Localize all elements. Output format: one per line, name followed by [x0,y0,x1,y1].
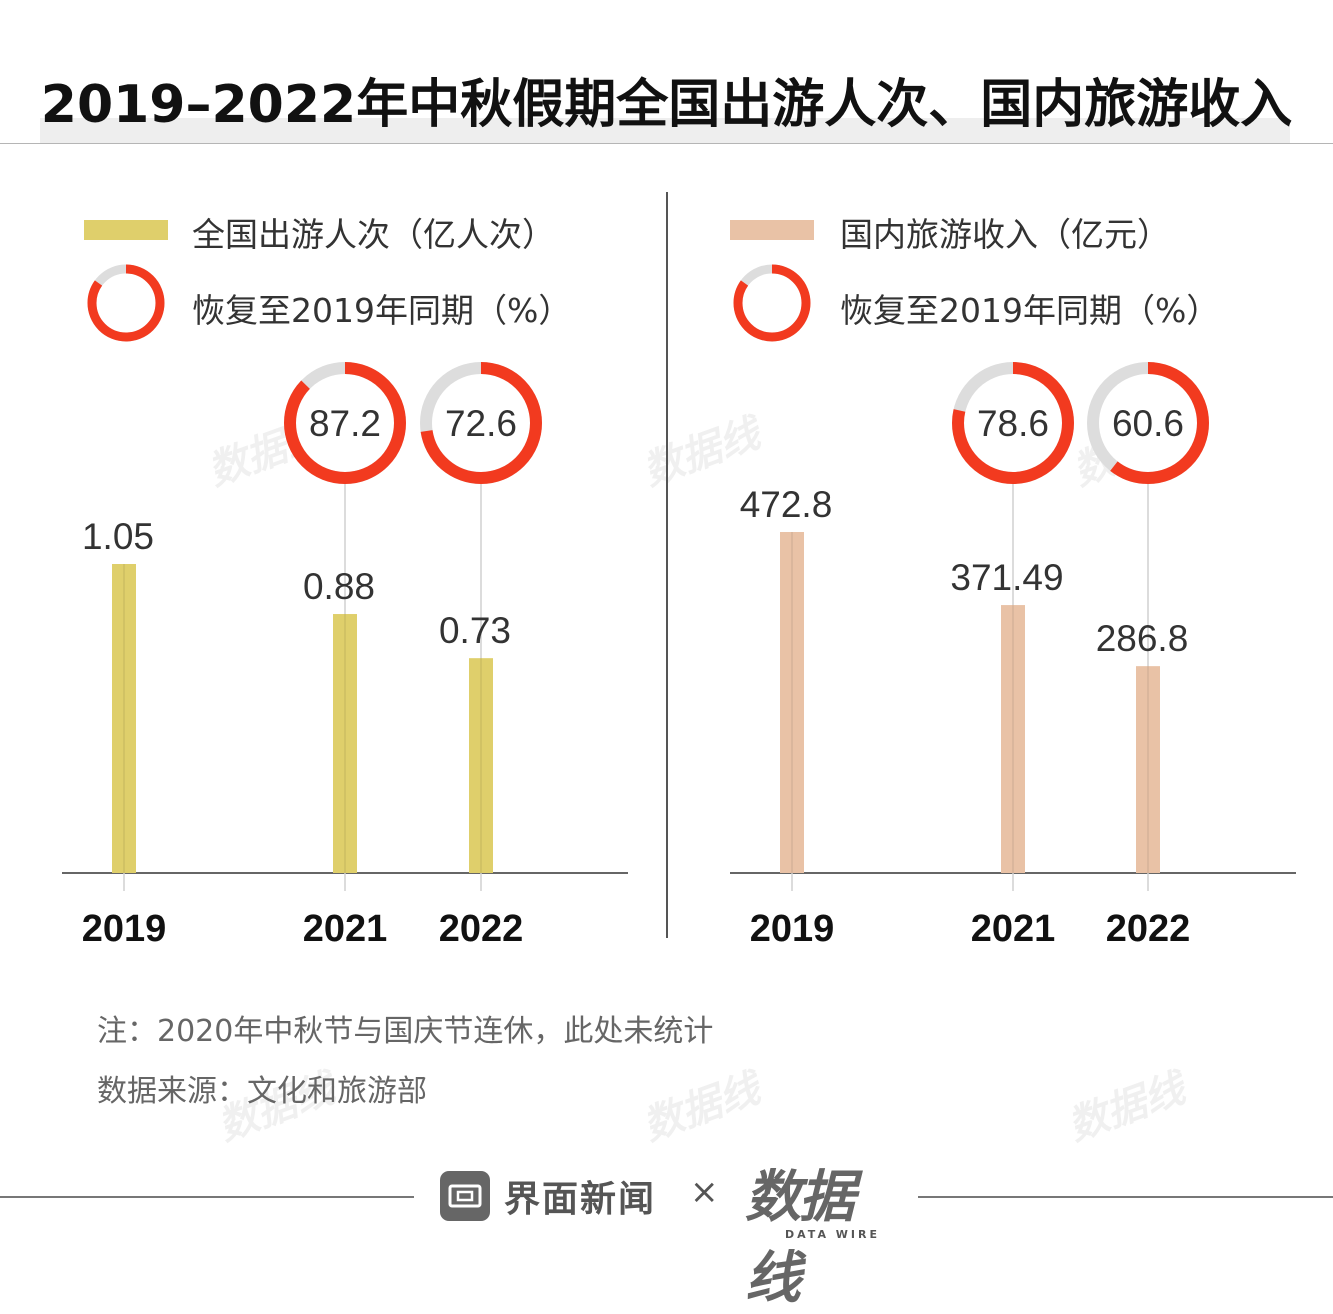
brand-icon [440,1171,490,1221]
brand-logo: 界面新闻 [440,1170,656,1222]
year-label: 2021 [971,908,1056,950]
recovery-label: 78.6 [977,403,1049,444]
recovery-ring-2021 [284,362,406,484]
recovery-ring-2021 [952,362,1074,484]
bar-2019 [780,532,804,873]
title-divider [0,143,1333,144]
bar-2019 [112,564,136,873]
bar-2022 [469,658,493,873]
legend-swatch-revenue [730,220,814,240]
legend-ring-icon [733,264,811,342]
title-band [40,118,1290,144]
legend-label-trips: 全国出游人次（亿人次） [192,215,555,254]
year-label: 2021 [303,908,388,950]
footnote: 注：2020年中秋节与国庆节连休，此处未统计 [97,1014,714,1049]
footer-rule-left [0,1196,414,1198]
recovery-label: 87.2 [309,403,381,444]
value-label: 0.88 [303,566,375,607]
brand-name: 界面新闻 [504,1179,657,1220]
legend-swatch-trips [84,220,168,240]
value-label: 1.05 [82,516,154,557]
value-label: 371.49 [950,557,1063,598]
value-label: 472.8 [740,484,833,525]
recovery-ring-2022 [420,362,542,484]
legend-label-recovery: 恢复至2019年同期（%） [192,291,572,330]
recovery-label: 60.6 [1112,403,1184,444]
chart-area: 1.05 2019 0.88 2021 87.2 0.73 2022 72.6 472.8 201… [62,362,1296,950]
recovery-label: 72.6 [445,403,517,444]
collab-cross: × [690,1172,719,1212]
value-label: 0.73 [439,610,511,651]
year-label: 2022 [439,908,524,950]
footer-rule-right [918,1196,1333,1198]
year-label: 2019 [82,908,167,950]
data-wire-caption: DATA WIRE [785,1228,880,1241]
bar-2021 [1001,605,1025,873]
year-label: 2019 [750,908,835,950]
page-title: 2019–2022年中秋假期全国出游人次、国内旅游收入 [40,75,1293,135]
watermark: 数据线 [637,1065,766,1150]
value-label: 286.8 [1096,618,1189,659]
watermark: 数据线 [1062,1065,1191,1150]
bar-2022 [1136,666,1160,873]
data-wire-logo: 数据线 DATA WIRE [745,1152,895,1311]
year-label: 2022 [1106,908,1191,950]
recovery-ring-2022 [1087,362,1209,484]
legend-label-recovery: 恢复至2019年同期（%） [840,291,1220,330]
data-source: 数据来源：文化和旅游部 [97,1074,427,1109]
legend-label-revenue: 国内旅游收入（亿元） [840,215,1170,254]
panel-divider [666,192,668,938]
legend-ring-icon [87,264,165,342]
bar-2021 [333,614,357,873]
